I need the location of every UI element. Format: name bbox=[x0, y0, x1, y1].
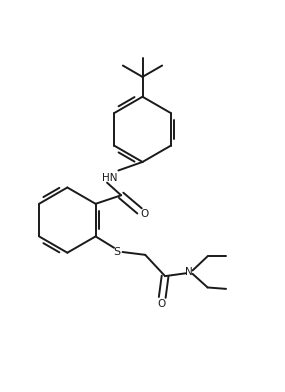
Text: HN: HN bbox=[102, 172, 118, 183]
Text: S: S bbox=[113, 247, 121, 257]
Text: O: O bbox=[157, 299, 166, 309]
Text: O: O bbox=[141, 209, 149, 219]
Text: N: N bbox=[185, 267, 193, 277]
